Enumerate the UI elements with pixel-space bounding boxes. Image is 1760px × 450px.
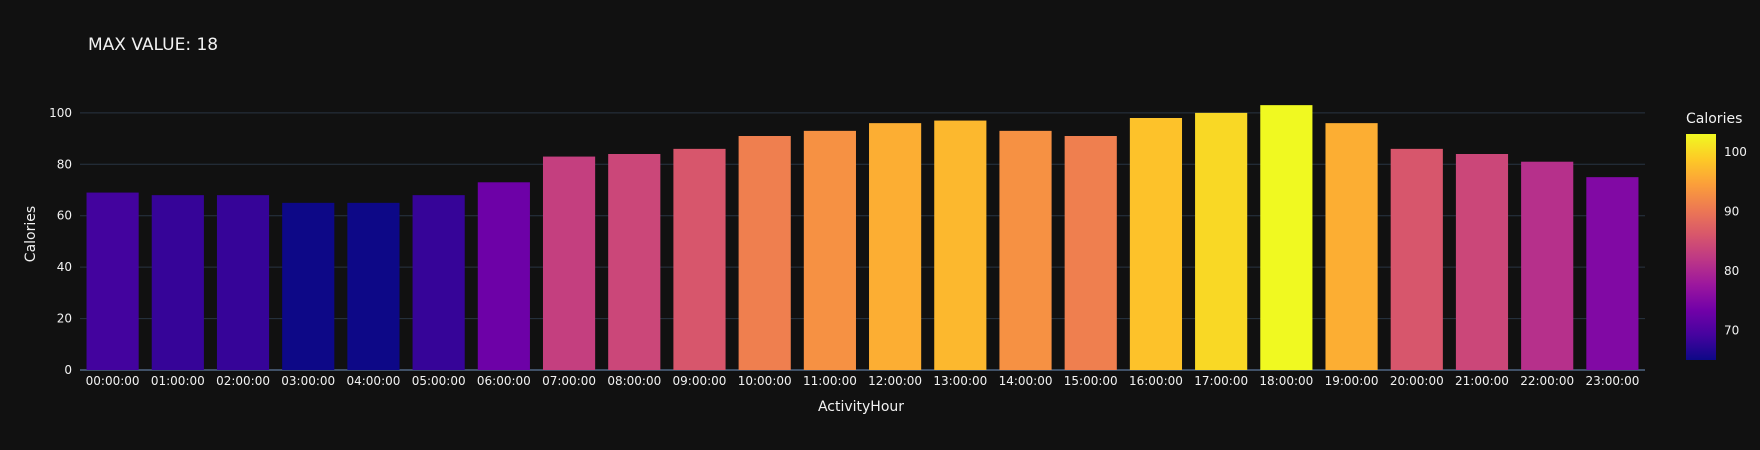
x-tick-label: 04:00:00: [346, 374, 400, 388]
grid-lines: [80, 112, 1645, 371]
x-tick-label: 17:00:00: [1194, 374, 1248, 388]
x-tick-label: 23:00:00: [1585, 374, 1639, 388]
bar[interactable]: [869, 123, 922, 371]
bars: [86, 105, 1639, 371]
bar[interactable]: [608, 154, 661, 370]
bar[interactable]: [673, 148, 726, 370]
bar[interactable]: [1260, 105, 1313, 371]
bar[interactable]: [347, 202, 400, 370]
colorbar-tick-label: 90: [1724, 204, 1739, 218]
x-tick-label: 13:00:00: [933, 374, 987, 388]
x-tick-label: 01:00:00: [151, 374, 205, 388]
x-tick-label: 05:00:00: [412, 374, 466, 388]
x-tick-label: 03:00:00: [281, 374, 335, 388]
bar[interactable]: [999, 130, 1052, 370]
bar[interactable]: [282, 202, 335, 370]
x-tick-label: 19:00:00: [1325, 374, 1379, 388]
chart-title: MAX VALUE: 18: [88, 35, 218, 55]
y-tick-label: 0: [64, 363, 72, 377]
bar[interactable]: [216, 195, 270, 370]
y-tick-label: 100: [49, 106, 72, 120]
colorbar-gradient: [1686, 134, 1716, 360]
bar[interactable]: [477, 182, 530, 370]
bar[interactable]: [542, 156, 596, 370]
bar[interactable]: [803, 130, 856, 370]
y-tick-label: 40: [57, 260, 72, 274]
x-tick-label: 11:00:00: [803, 374, 857, 388]
colorbar: Calories 70 80 90 100: [1686, 111, 1747, 360]
y-tick-label: 60: [57, 209, 72, 223]
bar[interactable]: [412, 195, 465, 370]
bar[interactable]: [1195, 112, 1248, 370]
x-axis-title: ActivityHour: [818, 399, 904, 415]
x-tick-label: 18:00:00: [1259, 374, 1313, 388]
x-tick-label: 16:00:00: [1129, 374, 1183, 388]
bar[interactable]: [1064, 136, 1117, 370]
x-tick-label: 02:00:00: [216, 374, 270, 388]
y-axis-ticks: 0 20 40 60 80 100: [49, 106, 72, 377]
x-tick-label: 10:00:00: [738, 374, 792, 388]
colorbar-tick-label: 100: [1724, 145, 1747, 159]
bar[interactable]: [86, 192, 139, 370]
y-tick-label: 80: [57, 157, 72, 171]
x-tick-label: 15:00:00: [1064, 374, 1118, 388]
x-tick-label: 22:00:00: [1520, 374, 1574, 388]
bar[interactable]: [738, 136, 791, 370]
x-tick-label: 20:00:00: [1390, 374, 1444, 388]
x-tick-label: 14:00:00: [999, 374, 1053, 388]
bar[interactable]: [1129, 118, 1183, 370]
colorbar-tick-label: 80: [1724, 264, 1739, 278]
bar[interactable]: [1325, 123, 1378, 371]
x-tick-label: 12:00:00: [868, 374, 922, 388]
bar[interactable]: [1586, 177, 1639, 370]
bar[interactable]: [1455, 154, 1509, 370]
bar[interactable]: [1521, 161, 1574, 370]
y-tick-label: 20: [57, 312, 72, 326]
x-tick-label: 00:00:00: [86, 374, 140, 388]
x-tick-label: 09:00:00: [673, 374, 727, 388]
x-tick-label: 21:00:00: [1455, 374, 1509, 388]
colorbar-title: Calories: [1686, 111, 1742, 127]
x-tick-label: 06:00:00: [477, 374, 531, 388]
bar[interactable]: [934, 120, 987, 370]
x-axis-ticks: 00:00:00 01:00:00 02:00:00 03:00:00 04:00:00…: [86, 374, 1640, 388]
bar[interactable]: [151, 195, 204, 370]
y-axis-title: Calories: [23, 206, 39, 262]
x-tick-label: 08:00:00: [607, 374, 661, 388]
bar[interactable]: [1390, 148, 1443, 370]
colorbar-ticks: 70 80 90 100: [1724, 145, 1747, 337]
colorbar-tick-label: 70: [1724, 323, 1739, 337]
x-tick-label: 07:00:00: [542, 374, 596, 388]
